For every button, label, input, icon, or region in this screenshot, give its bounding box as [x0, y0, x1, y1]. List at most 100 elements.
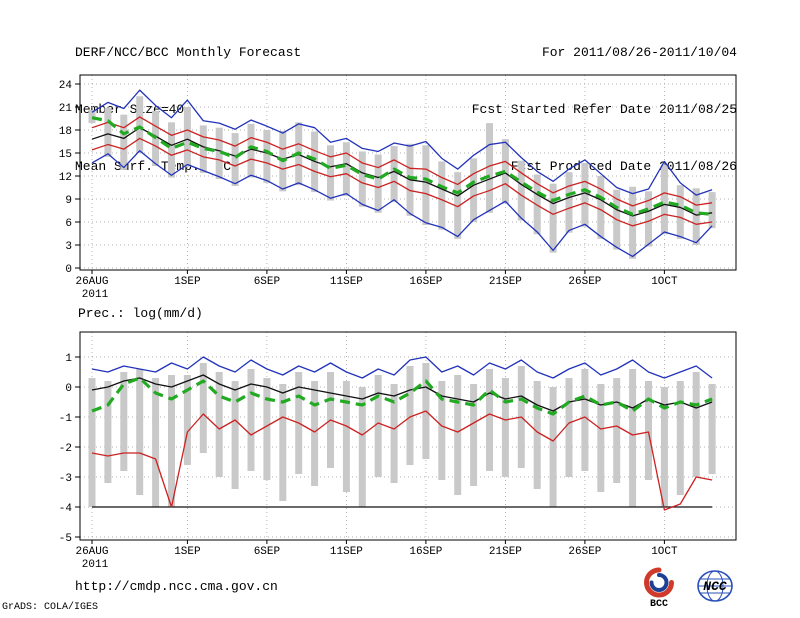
grads-credit: GrADS: COLA/IGES [2, 602, 99, 613]
spread-bar [136, 369, 144, 495]
spread-bar [501, 378, 509, 477]
y-tick-label: 12 [59, 172, 72, 184]
x-tick-label: 16SEP [409, 546, 442, 558]
spread-bar [183, 375, 191, 465]
spread-bar [215, 372, 223, 477]
spread-bar [88, 378, 96, 507]
x-tick-label: 26SEP [568, 276, 601, 288]
spread-bar [104, 381, 112, 483]
spread-bar [708, 192, 716, 229]
plot-frame [79, 331, 737, 541]
spread-bar [470, 158, 478, 222]
x-tick-label: 1SEP [174, 546, 201, 558]
spread-bar [358, 151, 366, 207]
bcc-logo-text: BCC [650, 599, 668, 608]
spread-bar [581, 369, 589, 471]
spread-bar [629, 369, 637, 507]
spread-bar [565, 378, 573, 477]
y-tick-label: 6 [65, 218, 72, 230]
x-tick-label: 1OCT [651, 546, 678, 558]
series-ensemble-max [91, 89, 713, 196]
x-year-label: 2011 [82, 559, 109, 571]
y-tick-label: 18 [59, 126, 72, 138]
spread-bar [549, 387, 557, 507]
fcst-produced-label: Fcst Produced Date 2011/08/26 [510, 159, 737, 174]
spread-bar [168, 375, 175, 507]
prec-panel-label: Prec.: log(mm/d) [78, 306, 203, 321]
fcst-started-label: Fcst Started Refer Date 2011/08/25 [471, 102, 737, 117]
spread-bar [231, 381, 239, 489]
spread-bar [374, 375, 382, 477]
x-tick-label: 26AUG [75, 546, 108, 558]
ensemble-spread-bars [88, 96, 716, 259]
y-tick-label: 1 [65, 353, 72, 365]
spread-bar [438, 381, 446, 480]
spread-bar [486, 369, 493, 471]
series-lower-quartile [91, 410, 713, 511]
spread-bar [422, 145, 430, 226]
bcc-logo: BCC [644, 567, 674, 608]
spread-bar [374, 154, 382, 213]
spread-bar [231, 133, 239, 186]
x-tick-label: 16SEP [409, 276, 442, 288]
plot-frame [79, 74, 737, 271]
series-ensemble-mean [91, 127, 713, 217]
series-ensemble-median [91, 116, 713, 216]
y-tick-label: -2 [59, 443, 72, 455]
spread-bar [533, 381, 541, 489]
x-tick-label: 26SEP [568, 546, 601, 558]
spread-bar [565, 172, 573, 233]
y-tick-label: -5 [59, 533, 72, 545]
series-ensemble-median [91, 376, 713, 416]
spread-bar [247, 123, 255, 178]
spread-bar [263, 378, 271, 480]
ncc-logo-text: NCC [703, 579, 727, 594]
spread-bar [581, 162, 589, 227]
series-ensemble-max [91, 356, 713, 379]
spread-bar [438, 161, 446, 230]
spread-bar [692, 372, 700, 477]
spread-bar [390, 384, 398, 483]
logo-group: BCC NCC [636, 566, 740, 608]
spread-bar [549, 183, 557, 253]
spread-bar [645, 191, 652, 247]
bcc-swirl-blue [649, 573, 669, 592]
spread-bar [597, 175, 605, 239]
x-year-label: 2011 [82, 289, 109, 301]
spread-bar [311, 381, 319, 486]
spread-bar [136, 96, 144, 153]
x-tick-label: 21SEP [489, 546, 522, 558]
y-tick-label: -3 [59, 473, 72, 485]
spread-bar [358, 387, 366, 507]
spread-bar [120, 372, 128, 471]
spread-bar [279, 384, 287, 501]
y-tick-label: 0 [65, 383, 72, 395]
x-tick-label: 11SEP [330, 546, 363, 558]
spread-bar [88, 110, 96, 124]
spread-bar [390, 146, 398, 203]
spread-bar [660, 164, 668, 235]
spread-bar [183, 106, 191, 167]
spread-bar [342, 381, 350, 492]
spread-bar [168, 122, 175, 178]
series-ensemble-min [91, 150, 713, 258]
spread-bar [470, 384, 478, 486]
spread-bar [215, 127, 223, 180]
spread-bar [708, 384, 716, 474]
spread-bar [199, 125, 207, 173]
bcc-swirl-red [644, 567, 674, 598]
header-right: For 2011/08/26-2011/10/04 Fcst Started R… [472, 5, 737, 214]
y-tick-label: 21 [59, 103, 73, 115]
spread-bar [660, 387, 668, 507]
ensemble-spread-bars [88, 363, 716, 507]
spread-bar [454, 375, 462, 495]
spread-bar [692, 188, 700, 245]
spread-bar [199, 363, 207, 453]
spread-bar [342, 142, 350, 196]
forecast-range-label: For 2011/08/26-2011/10/04 [541, 45, 737, 60]
